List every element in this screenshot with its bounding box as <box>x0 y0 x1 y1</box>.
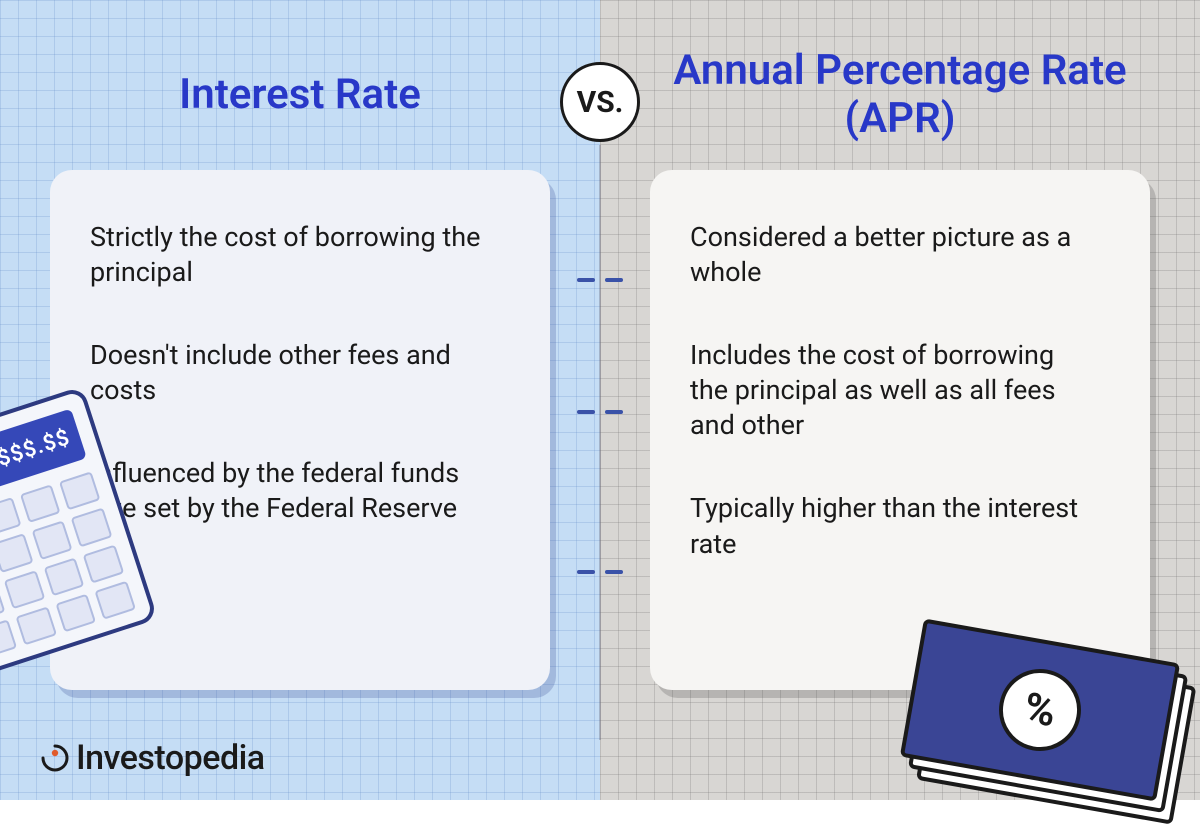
left-point: Doesn't include other fees and costs <box>90 338 490 408</box>
brand-swirl-icon <box>40 743 70 773</box>
right-point: Typically higher than the interest rate <box>690 491 1090 561</box>
left-point: Influenced by the federal funds rate set… <box>90 456 490 526</box>
left-panel: Interest Rate Strictly the cost of borro… <box>0 0 600 800</box>
right-heading: Annual Percentage Rate (APR) <box>650 40 1150 150</box>
vs-badge: VS. <box>560 62 640 142</box>
right-card: Considered a better picture as a whole I… <box>650 170 1150 690</box>
connector-dash <box>577 410 623 414</box>
left-point: Strictly the cost of borrowing the princ… <box>90 220 490 290</box>
brand-logo: Investopedia <box>40 738 265 778</box>
center-divider <box>599 145 601 740</box>
percent-icon: % <box>993 663 1088 758</box>
right-point: Considered a better picture as a whole <box>690 220 1090 290</box>
brand-name: Investopedia <box>76 738 265 778</box>
left-heading: Interest Rate <box>50 40 550 150</box>
right-point: Includes the cost of borrowing the princ… <box>690 338 1090 443</box>
connector-dash <box>577 570 623 574</box>
connector-dash <box>577 278 623 282</box>
right-panel: Annual Percentage Rate (APR) Considered … <box>600 0 1200 800</box>
